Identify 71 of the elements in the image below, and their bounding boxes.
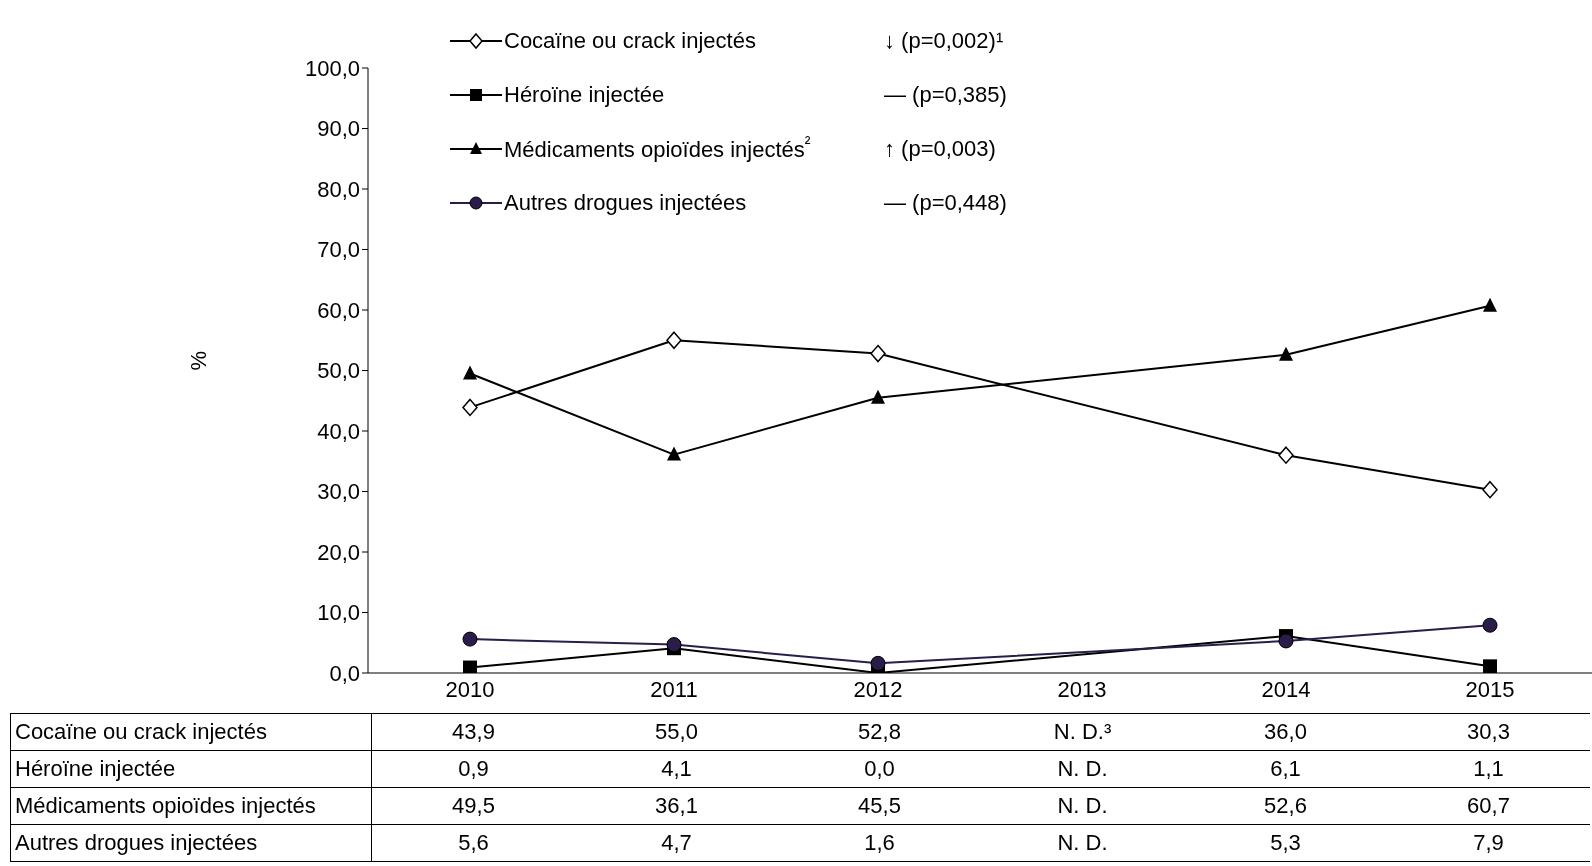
- data-label: 6,1: [1184, 750, 1387, 788]
- y-tick-label: 10,0: [317, 600, 360, 626]
- point: [1482, 480, 1498, 499]
- data-label: 60,7: [1387, 787, 1590, 825]
- point: [463, 660, 477, 673]
- y-tick-label: 20,0: [317, 539, 360, 565]
- data-label: 49,5: [371, 787, 575, 825]
- point: [666, 331, 682, 349]
- point: [462, 631, 478, 647]
- y-tick-label: 50,0: [317, 358, 360, 384]
- x-tick-label: 2012: [853, 676, 903, 702]
- point: [462, 398, 478, 417]
- text: N. D.: [1057, 830, 1108, 855]
- point: [870, 344, 886, 363]
- data-label: 52,6: [1184, 787, 1387, 825]
- data-label: 45,5: [778, 787, 981, 825]
- data-label: 55,0: [575, 713, 778, 751]
- legend-label: Héroïne injectée: [504, 82, 666, 108]
- y-tick-label: 60,0: [317, 297, 360, 323]
- x-tick-label: 2014: [1261, 676, 1311, 702]
- y-axis-title: %: [185, 350, 211, 371]
- legend-label: Autres drogues injectées: [504, 190, 748, 216]
- y-tick-label: 30,0: [317, 479, 360, 505]
- data-label: 0,0: [778, 750, 981, 788]
- point: [667, 446, 681, 461]
- data-label: 52,8: [778, 713, 981, 751]
- y-tick-label: 0,0: [329, 660, 360, 686]
- y-tick-label: 100,0: [304, 55, 360, 81]
- point: [1279, 346, 1293, 361]
- x-tick-label: 2015: [1465, 676, 1515, 702]
- point: [1278, 446, 1294, 464]
- data-label: 5,6: [371, 824, 575, 862]
- text: N. D.: [1057, 793, 1108, 818]
- text: ↓ (p=0,002)¹: [884, 28, 1004, 54]
- annotation: ↑ (p=0,003): [884, 136, 996, 162]
- point: [1278, 633, 1294, 649]
- point: [871, 389, 885, 404]
- data-label: 0,9: [371, 750, 575, 788]
- legend-label: Cocaïne ou crack injectés: [504, 28, 757, 54]
- data-label: 1,6: [778, 824, 981, 862]
- x-tick-label: 2013: [1057, 676, 1107, 702]
- point: [463, 365, 477, 380]
- point: [1483, 297, 1497, 312]
- data-label: 30,3: [1387, 713, 1590, 751]
- point: [870, 655, 886, 671]
- point: [1483, 659, 1497, 673]
- data-label: 4,7: [575, 824, 778, 862]
- data-label: 36,0: [1184, 713, 1387, 751]
- x-tick-label: 2011: [650, 676, 698, 702]
- annotation: — (p=0,385): [884, 82, 1007, 108]
- data-label: 5,3: [1184, 824, 1387, 862]
- y-tick-label: 40,0: [317, 418, 360, 444]
- text: N. D.: [1057, 756, 1108, 781]
- text: Cocaïne ou crack injectés: [15, 719, 267, 744]
- x-tick-label: 2010: [445, 676, 495, 702]
- text: Médicaments opioïdes injectés: [15, 793, 316, 818]
- data-label: 36,1: [575, 787, 778, 825]
- annotation: — (p=0,448): [884, 190, 1007, 216]
- y-tick-label: 70,0: [317, 237, 360, 263]
- text: N. D.³: [1053, 719, 1112, 744]
- data-label: 7,9: [1387, 824, 1590, 862]
- y-tick-label: 80,0: [317, 176, 360, 202]
- point: [1482, 617, 1498, 633]
- data-label: 1,1: [1387, 750, 1590, 788]
- text: Héroïne injectée: [15, 756, 176, 781]
- data-label: 4,1: [575, 750, 778, 788]
- y-tick-label: 90,0: [317, 116, 360, 142]
- annotation: ²: [804, 134, 811, 154]
- data-label: 43,9: [371, 713, 575, 751]
- point: [666, 637, 682, 653]
- text: Autres drogues injectées: [15, 830, 258, 855]
